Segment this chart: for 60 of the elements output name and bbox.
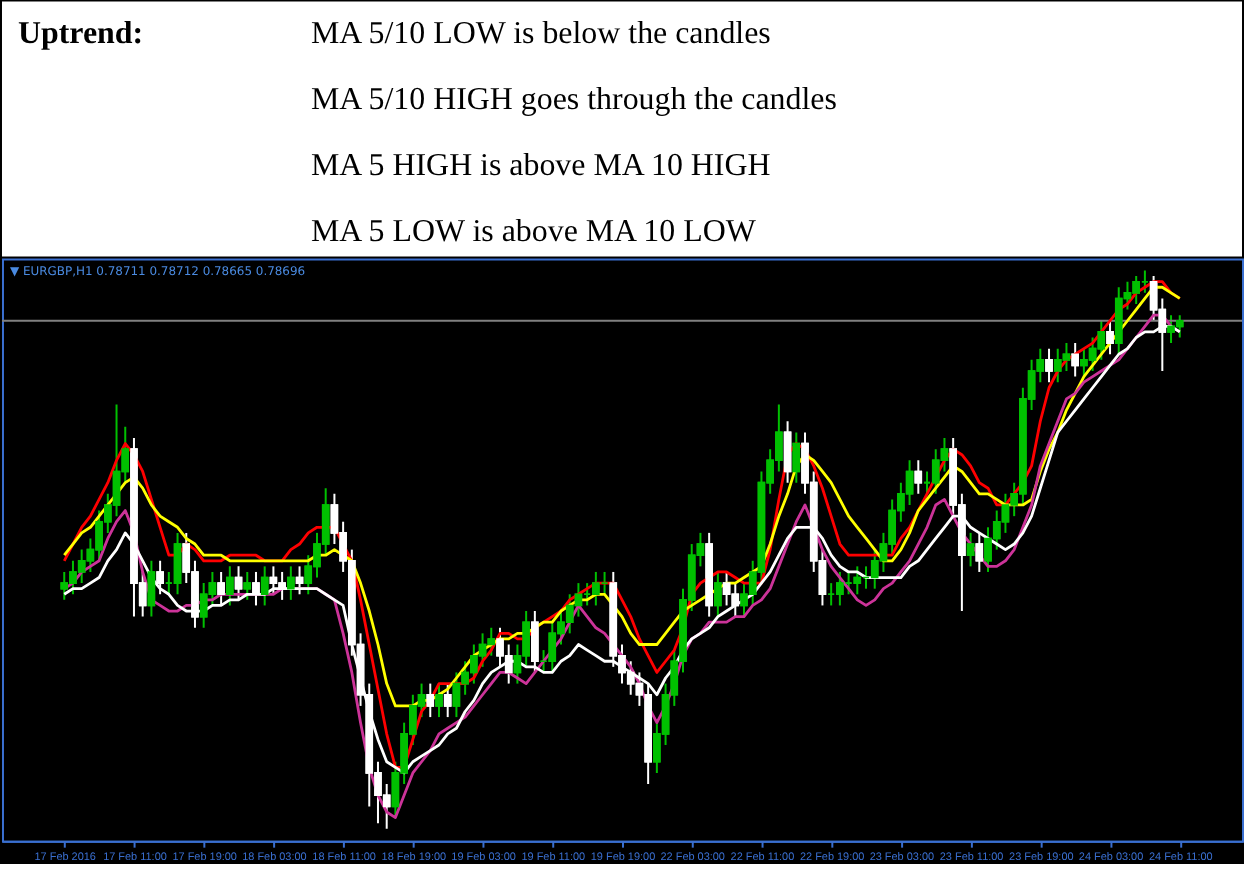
candlestick <box>77 548 86 585</box>
chart-title: Uptrend: <box>17 17 144 52</box>
candlestick <box>147 559 156 618</box>
candlestick <box>548 621 557 674</box>
candlestick <box>975 531 984 573</box>
candlestick <box>217 570 225 607</box>
candlestick <box>60 570 69 601</box>
candlestick <box>574 582 583 618</box>
candlestick <box>234 565 243 601</box>
candlestick <box>269 565 278 596</box>
candlestick <box>156 559 164 596</box>
candlestick <box>443 682 452 719</box>
candlestick <box>243 570 252 601</box>
candlestick <box>1045 347 1053 384</box>
candlestick <box>914 459 923 495</box>
candlestick <box>1071 342 1079 378</box>
candlestick <box>1088 336 1097 372</box>
text: MA 5 HIGH is above MA 10 HIGH <box>311 148 772 183</box>
candlestick <box>426 682 435 719</box>
candlestick <box>1053 347 1062 384</box>
candlestick <box>295 565 304 596</box>
candlestick <box>783 420 792 484</box>
candlestick <box>1080 347 1088 378</box>
candlestick <box>260 565 269 607</box>
candlestick <box>731 582 740 618</box>
candlestick <box>531 610 539 674</box>
candlestick <box>496 626 504 668</box>
candlestick <box>966 531 975 568</box>
candlestick <box>1114 286 1123 356</box>
candlestick <box>173 531 182 596</box>
candlestick <box>565 593 574 635</box>
candlestick <box>278 570 286 601</box>
candlestick <box>435 682 443 719</box>
candlestick <box>836 570 844 607</box>
text: MA 5 LOW is above MA 10 LOW <box>311 214 758 249</box>
candlestick <box>252 570 260 607</box>
candlestick <box>199 582 208 629</box>
candlestick <box>1001 492 1010 534</box>
candlestick <box>1175 314 1184 339</box>
candlestick <box>522 610 530 668</box>
candlestick <box>452 671 461 719</box>
text: MA 5/10 LOW is below the candles <box>311 17 771 52</box>
candlestick <box>844 570 853 596</box>
candlestick <box>112 403 121 518</box>
candlestick <box>722 570 731 607</box>
candlestick <box>478 632 487 668</box>
candlestick <box>592 570 600 607</box>
candlestick <box>905 459 914 506</box>
candlestick <box>504 643 513 685</box>
candlestick <box>792 431 801 484</box>
candlestick <box>1132 275 1140 306</box>
candlestick <box>287 565 295 601</box>
candlestick <box>1062 342 1071 372</box>
candlestick <box>1097 319 1106 361</box>
candlestick <box>1106 319 1114 356</box>
text: MA 5/10 HIGH goes through the candles <box>311 83 837 118</box>
candlestick <box>600 570 609 596</box>
candlestick <box>714 570 722 618</box>
candlestick <box>226 565 234 607</box>
candlestick <box>853 565 862 596</box>
